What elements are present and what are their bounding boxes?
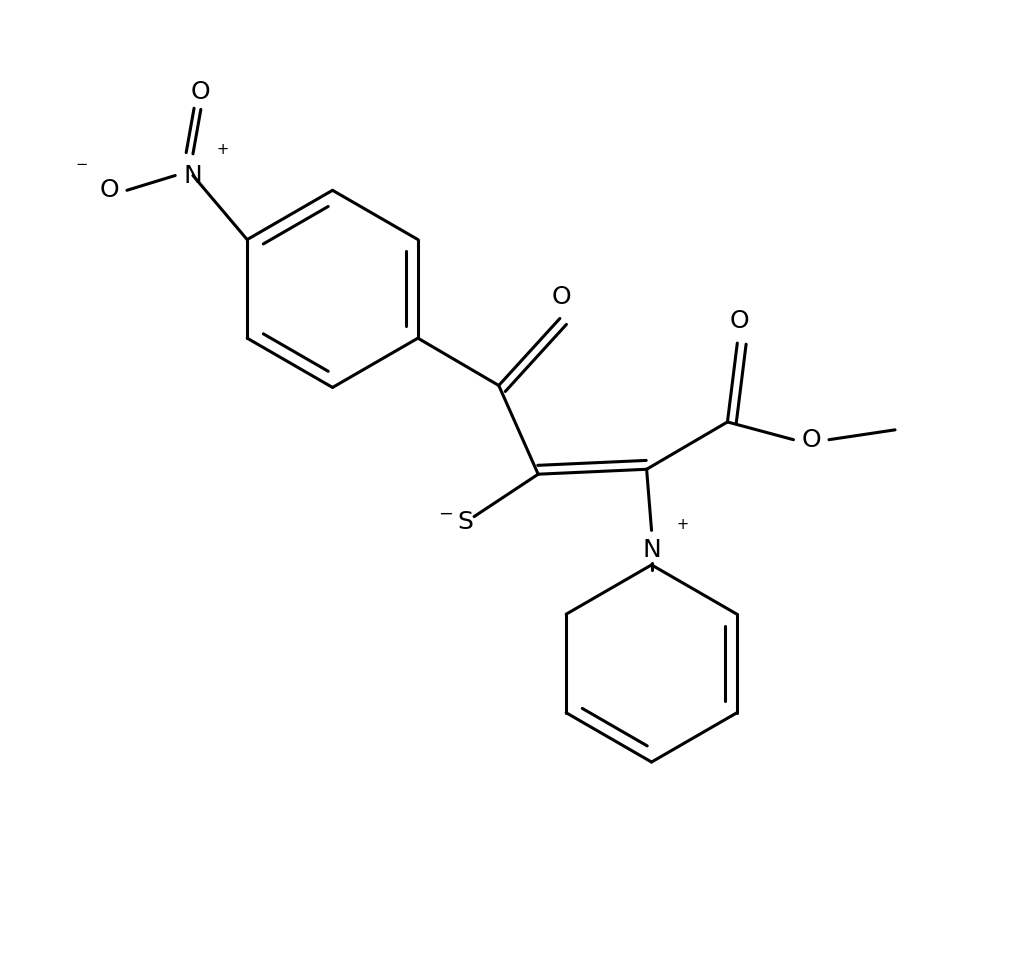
Text: N: N xyxy=(642,538,661,562)
Text: $^-$S: $^-$S xyxy=(435,509,473,534)
Text: $^+$: $^+$ xyxy=(213,143,228,164)
Text: O: O xyxy=(730,309,749,334)
Text: O: O xyxy=(100,179,119,202)
Text: O: O xyxy=(191,80,211,103)
Text: O: O xyxy=(801,427,822,452)
Text: N: N xyxy=(183,164,203,187)
Text: $^-$: $^-$ xyxy=(71,161,88,181)
Text: O: O xyxy=(552,285,572,308)
Text: $^+$: $^+$ xyxy=(673,518,689,539)
